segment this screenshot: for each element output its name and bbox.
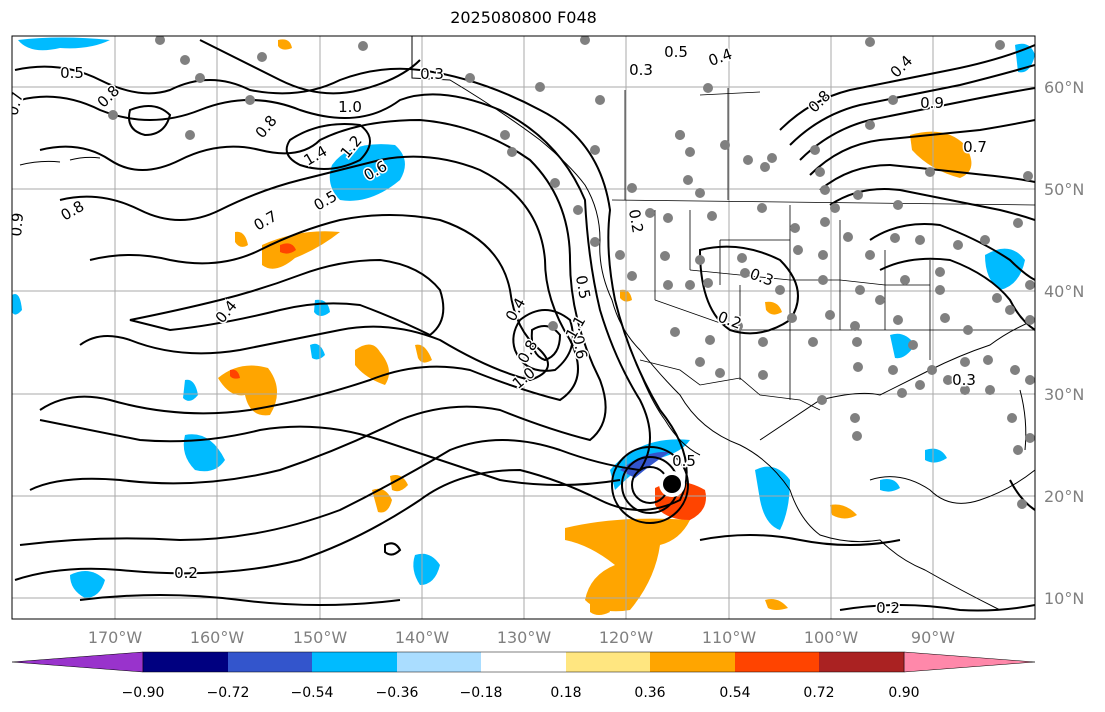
- colorbar-segment: [481, 652, 566, 672]
- graticule: [12, 36, 1035, 619]
- tropical-cyclone-marker: [659, 471, 685, 497]
- colorbar-tick-label: 0.54: [719, 685, 750, 701]
- colorbar-segment: [143, 652, 228, 672]
- shade-orange: [590, 599, 610, 615]
- contour-label: 0.7: [963, 138, 987, 156]
- colorbar-tick-label: −0.18: [460, 685, 503, 701]
- contours: [14, 39, 1035, 612]
- colorbar-ticks: −0.90 −0.72 −0.54 −0.36 −0.18 0.18 0.36 …: [122, 685, 920, 701]
- shade-blue: [925, 448, 947, 463]
- political-borders: [611, 88, 1035, 411]
- lat-label: 20°N: [1044, 487, 1084, 506]
- colorbar: −0.90 −0.72 −0.54 −0.36 −0.18 0.18 0.36 …: [11, 651, 1036, 701]
- colorbar-tick-label: −0.54: [291, 685, 334, 701]
- shade-blue: [890, 333, 915, 359]
- shade-blue: [18, 37, 110, 51]
- lat-label: 60°N: [1044, 78, 1084, 97]
- colorbar-tick-label: 0.90: [888, 685, 919, 701]
- contour-label: 0.2: [174, 564, 198, 582]
- shade-orange: [765, 301, 782, 315]
- lon-label: 150°W: [293, 628, 348, 647]
- map-title: 2025080800 F048: [450, 8, 597, 27]
- colorbar-tick-label: 0.72: [803, 685, 834, 701]
- colorbar-segment: [735, 652, 819, 672]
- shade-blue: [183, 379, 198, 401]
- colorbar-segment: [566, 652, 650, 672]
- contour-label: 0.9: [920, 94, 944, 112]
- station-markers: [108, 36, 1035, 509]
- contour-label: 0.3: [629, 61, 653, 79]
- lat-label: 30°N: [1044, 385, 1084, 404]
- lon-label: 90°W: [911, 628, 955, 647]
- shade-orange: [355, 344, 389, 385]
- shade-orange: [565, 518, 690, 612]
- lon-label: 110°W: [702, 628, 757, 647]
- shade-blue: [70, 571, 105, 598]
- colorbar-outline: [142, 651, 905, 673]
- lon-label: 100°W: [804, 628, 859, 647]
- contour-label: 0.3: [420, 65, 444, 83]
- shade-blue: [985, 248, 1025, 290]
- colorbar-tick-label: −0.90: [122, 685, 165, 701]
- colorbar-tick-label: −0.36: [376, 685, 419, 701]
- lat-label: 40°N: [1044, 282, 1084, 301]
- shade-blue: [413, 553, 440, 585]
- colorbar-tick-label: 0.36: [634, 685, 665, 701]
- shading-layer: [12, 37, 1035, 615]
- contour-label: 0.9: [7, 212, 27, 237]
- lon-label: 170°W: [88, 628, 143, 647]
- map-frame: [11, 35, 1036, 620]
- shade-orange: [390, 475, 408, 492]
- longitude-labels: 170°W 160°W 150°W 140°W 130°W 120°W 110°…: [88, 628, 955, 647]
- latitude-labels: 60°N 50°N 40°N 30°N 20°N 10°N: [1044, 78, 1084, 608]
- colorbar-extend-right: [903, 651, 1036, 673]
- shade-blue: [880, 479, 900, 492]
- contour-label: 1.0: [338, 98, 362, 116]
- lat-label: 50°N: [1044, 180, 1084, 199]
- contour-label: 0.5: [664, 43, 688, 61]
- colorbar-tick-label: 0.18: [550, 685, 581, 701]
- shade-orange: [415, 344, 432, 363]
- lon-label: 160°W: [190, 628, 245, 647]
- colorbar-tick-label: −0.72: [207, 685, 250, 701]
- shade-orange: [278, 39, 292, 50]
- contour-label: 0.5: [672, 452, 696, 470]
- shade-orange: [910, 131, 972, 178]
- lon-label: 130°W: [497, 628, 552, 647]
- shade-orange: [235, 231, 248, 247]
- shade-red: [230, 369, 240, 379]
- contour-label: 0.2: [876, 599, 900, 617]
- shade-blue: [310, 343, 325, 360]
- shade-orange: [372, 488, 392, 513]
- shade-orange: [830, 504, 857, 519]
- contour-label: 0.3: [952, 371, 976, 389]
- lon-label: 120°W: [599, 628, 654, 647]
- colorbar-segment: [819, 652, 904, 672]
- colorbar-segment: [228, 652, 312, 672]
- shade-red: [280, 243, 296, 254]
- lat-label: 10°N: [1044, 589, 1084, 608]
- colorbar-segment: [650, 652, 735, 672]
- shade-blue: [12, 294, 22, 315]
- shade-blue: [183, 434, 225, 472]
- colorbar-extend-left: [11, 651, 144, 673]
- colorbar-segment: [397, 652, 481, 672]
- contour-label: 0.5: [60, 64, 84, 82]
- lon-label: 140°W: [395, 628, 450, 647]
- colorbar-segment: [312, 652, 397, 672]
- shade-blue: [755, 466, 790, 530]
- shade-orange: [765, 599, 788, 610]
